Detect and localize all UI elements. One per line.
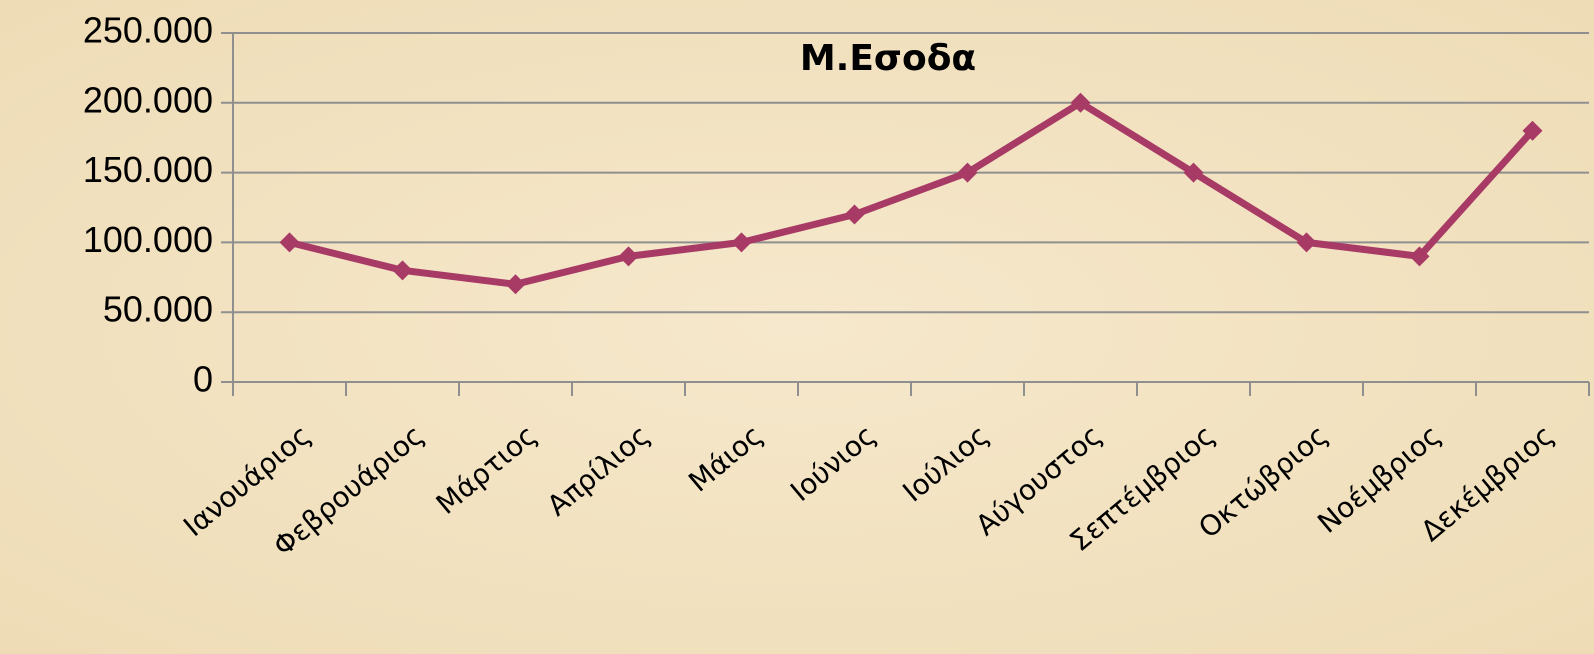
x-tick-label: Ιούνιος: [784, 418, 882, 508]
y-tick-label: 200.000: [83, 79, 213, 120]
marker: [957, 162, 978, 183]
marker: [1183, 162, 1204, 183]
marker: [1409, 246, 1430, 267]
y-tick-label: 250.000: [83, 10, 213, 51]
x-tick-label: Μάρτιος: [430, 418, 543, 521]
chart-title: Μ.Εσοδα: [800, 38, 976, 79]
x-tick-label: Ιούλιος: [896, 418, 995, 508]
marker: [1296, 232, 1317, 253]
x-tick-label: Μάιος: [682, 418, 769, 498]
y-tick-label: 100.000: [83, 219, 213, 260]
x-tick-label: Απρίλιος: [541, 418, 656, 522]
y-tick-label: 50.000: [103, 289, 213, 330]
marker: [505, 274, 526, 295]
marker: [279, 232, 300, 253]
marker: [844, 204, 865, 225]
y-tick-label: 0: [193, 359, 213, 400]
marker: [618, 246, 639, 267]
marker: [1522, 120, 1543, 141]
marker: [731, 232, 752, 253]
marker: [1070, 92, 1091, 113]
y-tick-label: 150.000: [83, 149, 213, 190]
marker: [392, 260, 413, 281]
line: [288, 99, 1536, 288]
